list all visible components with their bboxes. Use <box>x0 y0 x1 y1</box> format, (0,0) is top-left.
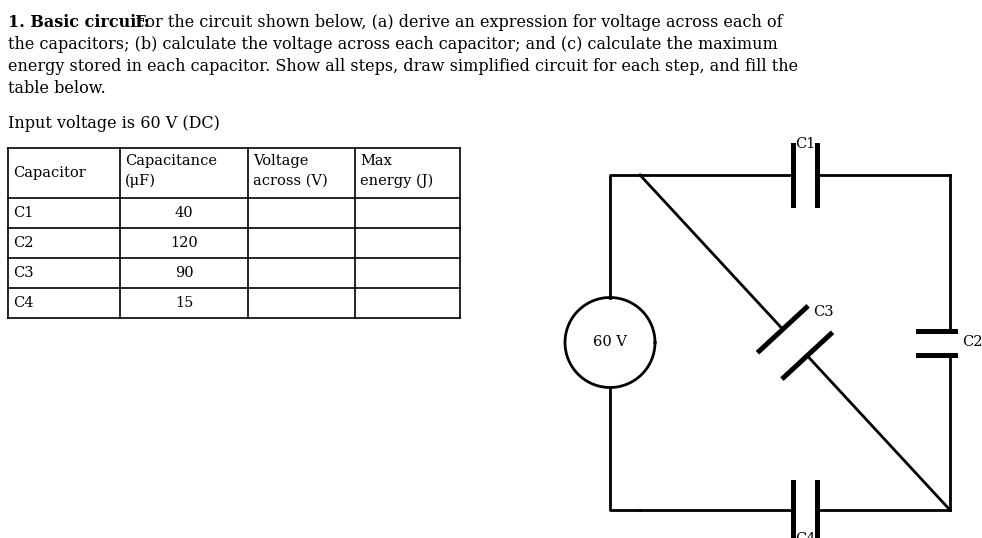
Text: energy stored in each capacitor. Show all steps, draw simplified circuit for eac: energy stored in each capacitor. Show al… <box>8 58 798 75</box>
Text: For the circuit shown below, (a) derive an expression for voltage across each of: For the circuit shown below, (a) derive … <box>130 14 783 31</box>
Text: C4: C4 <box>13 296 33 310</box>
Text: 90: 90 <box>175 266 193 280</box>
Text: table below.: table below. <box>8 80 106 97</box>
Text: C4: C4 <box>794 532 815 538</box>
Text: Max: Max <box>360 154 392 168</box>
Text: (μF): (μF) <box>125 174 156 188</box>
Text: Input voltage is 60 V (DC): Input voltage is 60 V (DC) <box>8 115 220 132</box>
Text: 1. Basic circuit:: 1. Basic circuit: <box>8 14 149 31</box>
Text: C3: C3 <box>13 266 33 280</box>
Text: across (V): across (V) <box>253 174 328 188</box>
Text: C2: C2 <box>962 336 982 350</box>
Text: 120: 120 <box>170 236 198 250</box>
Text: C3: C3 <box>813 306 834 320</box>
Text: C1: C1 <box>794 137 815 151</box>
Text: Capacitor: Capacitor <box>13 166 85 180</box>
Text: 40: 40 <box>175 206 193 220</box>
Text: 60 V: 60 V <box>593 336 627 350</box>
Text: Voltage: Voltage <box>253 154 308 168</box>
Text: energy (J): energy (J) <box>360 174 433 188</box>
Text: C1: C1 <box>13 206 33 220</box>
Text: C2: C2 <box>13 236 33 250</box>
Text: 15: 15 <box>175 296 193 310</box>
Text: the capacitors; (b) calculate the voltage across each capacitor; and (c) calcula: the capacitors; (b) calculate the voltag… <box>8 36 778 53</box>
Text: Capacitance: Capacitance <box>125 154 217 168</box>
